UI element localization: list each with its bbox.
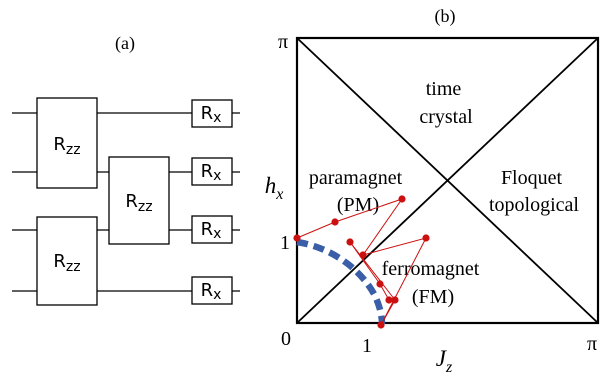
x-tick-one: 1 (362, 335, 372, 357)
y-tick-one: 1 (280, 232, 290, 254)
phase-boundary-curve (296, 238, 386, 325)
panel-a-circuit: (a) Rzz Rzz Rzz (12, 33, 240, 306)
rzz-gate-3: Rzz (36, 216, 98, 306)
trajectory-point (346, 238, 354, 246)
x-axis-label: Jz (436, 346, 453, 375)
panel-b-label: (b) (435, 6, 456, 27)
trajectory-point (376, 280, 384, 288)
svg-text:Rzz: Rzz (53, 134, 80, 158)
trajectory-point (293, 234, 301, 242)
region-time-crystal: time crystal (419, 78, 473, 128)
trajectory-point (398, 195, 406, 203)
rzz-gate-2: Rzz (108, 156, 170, 245)
region-floquet-topological: Floquet topological (489, 167, 579, 216)
x-tick-pi: π (587, 333, 597, 355)
rx-gate-3: Rx (191, 215, 233, 244)
svg-text:Rzz: Rzz (125, 191, 152, 215)
svg-text:Rx: Rx (201, 219, 222, 242)
trajectory-point (391, 296, 399, 304)
rx-gate-2: Rx (191, 157, 233, 186)
trajectory-point (422, 234, 430, 242)
trajectory-point (359, 251, 367, 259)
panel-b-phase-diagram: (b) time crystal paramagnet (PM) Floquet… (265, 6, 600, 375)
svg-text:Rx: Rx (201, 161, 222, 184)
trajectory-point (377, 321, 385, 329)
trajectory-points (293, 195, 430, 329)
rx-gate-4: Rx (191, 276, 233, 305)
rzz-gate-1: Rzz (36, 97, 98, 189)
trajectory-point (331, 218, 339, 226)
svg-text:Rzz: Rzz (53, 251, 80, 275)
trajectory-path (296, 198, 427, 326)
svg-text:Rx: Rx (201, 280, 222, 303)
trajectory-point (385, 296, 393, 304)
svg-text:Rx: Rx (201, 103, 222, 126)
diagonal-boundary-2 (296, 37, 599, 324)
y-axis-label: hx (265, 173, 284, 203)
region-ferromagnet: ferromagnet (FM) (382, 258, 485, 308)
phase-diagram-frame (295, 36, 600, 325)
panel-a-label: (a) (115, 33, 135, 54)
rx-gate-1: Rx (191, 99, 233, 128)
y-tick-pi: π (278, 31, 288, 53)
region-paramagnet: paramagnet (PM) (309, 167, 407, 216)
x-tick-zero: 0 (281, 328, 291, 350)
